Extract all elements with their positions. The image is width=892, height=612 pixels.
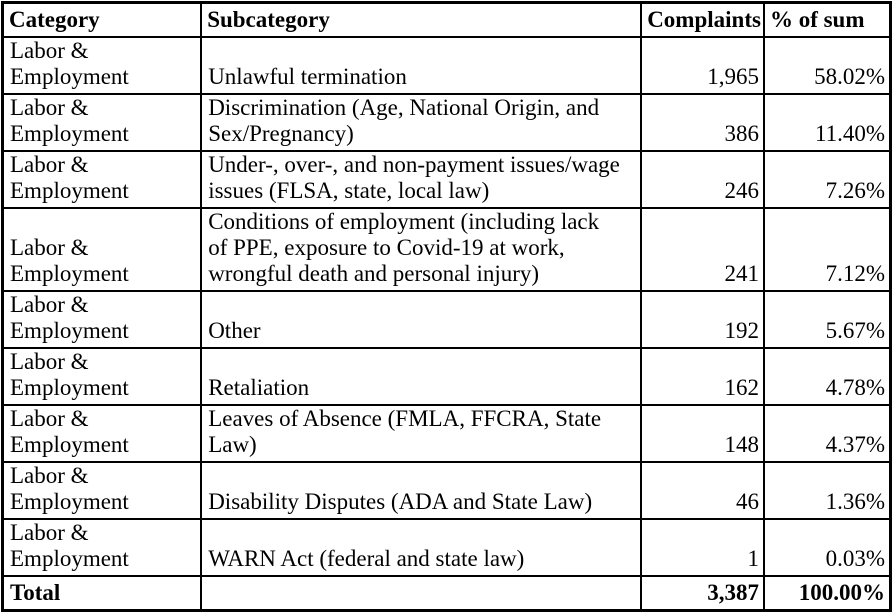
table-row: Labor & Employment Conditions of employm… bbox=[1, 207, 892, 292]
cell-percent: 5.67% bbox=[762, 290, 892, 349]
cell-complaints: 1 bbox=[640, 518, 765, 577]
table-row: Labor & Employment Leaves of Absence (FM… bbox=[1, 404, 892, 463]
cell-category: Labor & Employment bbox=[1, 461, 203, 520]
cell-percent: 7.26% bbox=[762, 150, 892, 209]
cell-subcategory: Disability Disputes (ADA and State Law) bbox=[200, 461, 643, 520]
table-row: Labor & Employment Discrimination (Age, … bbox=[1, 93, 892, 152]
cell-complaints: 162 bbox=[640, 347, 765, 406]
cell-complaints: 46 bbox=[640, 461, 765, 520]
cell-total-percent: 100.00% bbox=[762, 575, 892, 612]
table-row: Labor & Employment Other 192 5.67% bbox=[1, 290, 892, 349]
cell-percent: 4.37% bbox=[762, 404, 892, 463]
table-row: Labor & Employment Unlawful termination … bbox=[1, 36, 892, 95]
cell-category: Labor & Employment bbox=[1, 347, 203, 406]
column-header-category: Category bbox=[1, 1, 203, 38]
table-row: Labor & Employment Retaliation 162 4.78% bbox=[1, 347, 892, 406]
cell-percent: 58.02% bbox=[762, 36, 892, 95]
header-row: Category Subcategory Complaints % of sum bbox=[1, 1, 892, 38]
cell-total-complaints: 3,387 bbox=[640, 575, 765, 612]
cell-category: Labor & Employment bbox=[1, 36, 203, 95]
cell-subcategory: Discrimination (Age, National Origin, an… bbox=[200, 93, 643, 152]
cell-complaints: 192 bbox=[640, 290, 765, 349]
cell-percent: 7.12% bbox=[762, 207, 892, 292]
cell-complaints: 1,965 bbox=[640, 36, 765, 95]
cell-subcategory: Leaves of Absence (FMLA, FFCRA, State La… bbox=[200, 404, 643, 463]
cell-category: Labor & Employment bbox=[1, 93, 203, 152]
cell-category: Labor & Employment bbox=[1, 207, 203, 292]
cell-complaints: 386 bbox=[640, 93, 765, 152]
cell-percent: 4.78% bbox=[762, 347, 892, 406]
cell-complaints: 241 bbox=[640, 207, 765, 292]
cell-category: Labor & Employment bbox=[1, 150, 203, 209]
column-header-percent: % of sum bbox=[762, 1, 892, 38]
cell-percent: 0.03% bbox=[762, 518, 892, 577]
column-header-complaints: Complaints bbox=[640, 1, 765, 38]
cell-subcategory: Other bbox=[200, 290, 643, 349]
cell-category: Labor & Employment bbox=[1, 290, 203, 349]
total-row: Total 3,387 100.00% bbox=[1, 575, 892, 612]
cell-subcategory: Under-, over-, and non-payment issues/wa… bbox=[200, 150, 643, 209]
table-row: Labor & Employment WARN Act (federal and… bbox=[1, 518, 892, 577]
cell-percent: 11.40% bbox=[762, 93, 892, 152]
cell-complaints: 246 bbox=[640, 150, 765, 209]
cell-subcategory: WARN Act (federal and state law) bbox=[200, 518, 643, 577]
table-row: Labor & Employment Disability Disputes (… bbox=[1, 461, 892, 520]
cell-percent: 1.36% bbox=[762, 461, 892, 520]
cell-complaints: 148 bbox=[640, 404, 765, 463]
cell-subcategory: Unlawful termination bbox=[200, 36, 643, 95]
cell-total-subcategory bbox=[200, 575, 643, 612]
column-header-subcategory: Subcategory bbox=[200, 1, 643, 38]
cell-subcategory: Conditions of employment (including lack… bbox=[200, 207, 643, 292]
table-row: Labor & Employment Under-, over-, and no… bbox=[1, 150, 892, 209]
cell-category: Labor & Employment bbox=[1, 518, 203, 577]
cell-total-label: Total bbox=[1, 575, 203, 612]
cell-category: Labor & Employment bbox=[1, 404, 203, 463]
cell-subcategory: Retaliation bbox=[200, 347, 643, 406]
